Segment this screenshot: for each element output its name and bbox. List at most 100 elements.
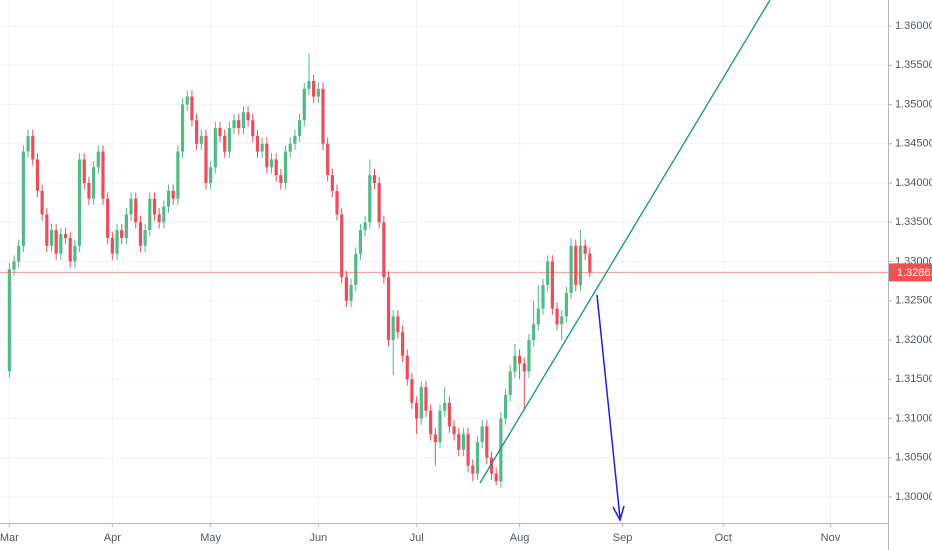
candle-body [382, 222, 386, 278]
candle-body [134, 198, 138, 223]
candle-body [21, 151, 26, 246]
last-price-box [889, 263, 932, 282]
candle-body [527, 340, 531, 372]
candle-body [485, 426, 489, 458]
candle-body [237, 120, 241, 129]
candle-body [503, 394, 508, 419]
candle-body [429, 410, 433, 435]
x-tick-label: Oct [715, 532, 732, 544]
candle-body [49, 230, 54, 246]
candle-body [223, 135, 227, 152]
candle-body [213, 128, 217, 168]
candle-body [358, 230, 363, 254]
candle-body [438, 410, 442, 443]
candle-body [354, 253, 358, 286]
candle-body [96, 151, 100, 168]
candle-body [106, 198, 110, 238]
candle-body [176, 151, 180, 199]
candle-body [372, 175, 377, 183]
candle-body [588, 253, 592, 273]
candle-body [578, 245, 583, 286]
candle-body [180, 104, 185, 152]
candle-body [363, 222, 367, 231]
grid [0, 0, 888, 523]
y-tick-label: 1.34500 [895, 138, 932, 150]
candle-body [115, 230, 119, 254]
candle-body [110, 237, 114, 254]
candle-body [349, 285, 353, 301]
y-tick-label: 1.35000 [895, 98, 932, 110]
candle-body [560, 316, 564, 325]
candle-body [63, 234, 68, 238]
candle-body [321, 88, 325, 144]
candle-body [241, 112, 246, 129]
candle-body [522, 363, 526, 372]
candle-body [546, 261, 550, 286]
candle-body [157, 214, 161, 223]
x-tick-label: Aug [510, 532, 530, 544]
y-tick-label: 1.30000 [895, 491, 932, 503]
candle-body [87, 182, 91, 199]
candle-body [138, 222, 143, 246]
candle-body [316, 88, 320, 97]
candle-body [148, 198, 152, 231]
candles [0, 53, 888, 488]
candle-body [246, 112, 250, 121]
candle-body [443, 402, 447, 411]
candle-body [274, 159, 278, 176]
candle-body [489, 457, 494, 474]
candle-body [7, 269, 11, 372]
y-tick-label: 1.31500 [895, 373, 932, 385]
candle-body [555, 308, 559, 325]
candle-body [297, 120, 302, 136]
candle-body [171, 190, 175, 199]
y-tick-label: 1.36000 [895, 20, 932, 32]
candle-body [283, 151, 288, 183]
candle-body [26, 135, 30, 152]
candle-body [461, 434, 466, 450]
candle-body [480, 426, 484, 443]
candle-body [330, 175, 334, 191]
candle-body [419, 387, 423, 419]
y-tick-label: 1.32000 [895, 334, 932, 346]
x-tick-label: Apr [104, 532, 121, 544]
candle-body [312, 80, 316, 97]
candle-body [209, 167, 213, 183]
candle-body [326, 143, 330, 176]
arrow-head [612, 505, 625, 522]
candle-body [232, 120, 236, 129]
candle-body [162, 206, 166, 223]
candle-body [59, 234, 63, 254]
candle-body [494, 473, 498, 482]
candle-body [424, 387, 428, 411]
candle-body [152, 198, 157, 215]
candle-body [447, 402, 451, 427]
candle-body [377, 182, 381, 223]
candle-body [541, 285, 545, 309]
candle-body [564, 292, 569, 317]
candle-body [536, 308, 540, 325]
candle-body [583, 245, 587, 254]
candle-body [513, 355, 517, 372]
candle-body [31, 135, 35, 160]
candle-body [199, 135, 203, 144]
candle-body [101, 151, 105, 199]
candle-body [54, 230, 58, 254]
candle-body [391, 316, 395, 341]
x-tick-label: Jun [309, 532, 327, 544]
y-tick-label: 1.34000 [895, 177, 932, 189]
candle-body [218, 128, 222, 136]
candle-body [302, 88, 306, 121]
candle-body [293, 135, 297, 144]
candle-body [335, 190, 339, 215]
candle-body [195, 120, 199, 144]
candle-body [35, 159, 40, 191]
candle-body [269, 159, 274, 168]
candle-body [143, 230, 147, 246]
candle-body [68, 237, 72, 262]
candle-body [82, 159, 86, 183]
trend-line [479, 0, 771, 484]
candle-body [400, 332, 405, 356]
